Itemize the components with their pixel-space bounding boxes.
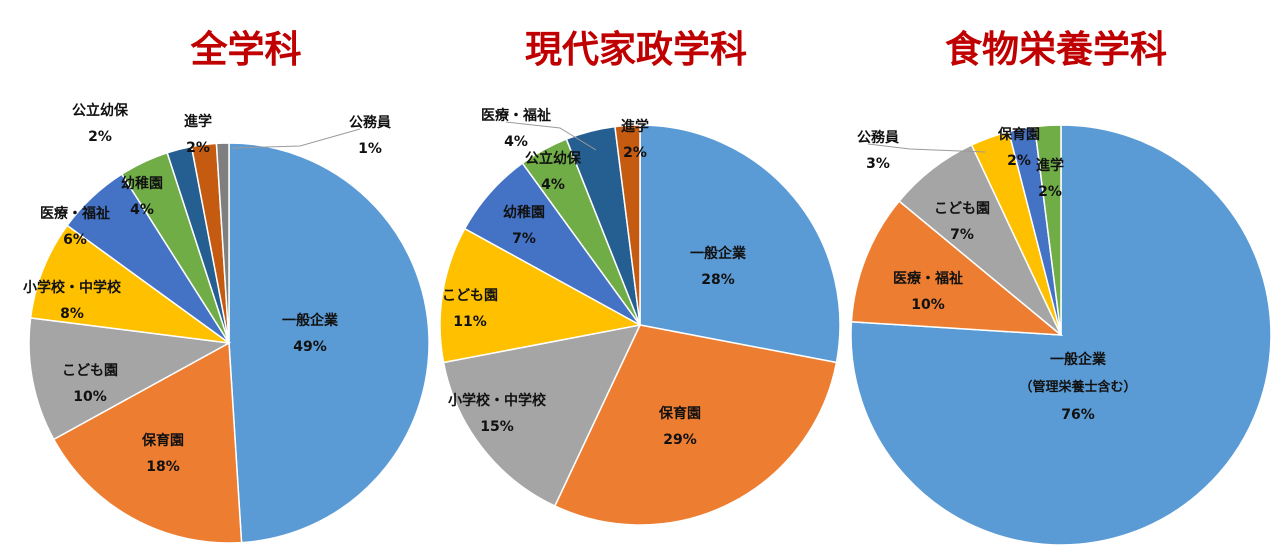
pie-slice [28, 317, 232, 441]
slice-name-label: 保育園 [141, 432, 184, 449]
slice-name-label: 小学校・中学校 [448, 392, 547, 409]
pie-slice [850, 200, 1064, 336]
slice-value-label: 76% [1061, 407, 1095, 423]
pie-title: 現代家政学科 [525, 28, 747, 71]
slice-value-label: 7% [512, 231, 536, 247]
slice-name-label: 医療・福祉 [893, 270, 963, 287]
pie-slice [52, 341, 243, 544]
slice-value-label: 6% [63, 232, 87, 248]
slice-name-label: 公務員 [349, 114, 391, 131]
leader-line [867, 143, 986, 153]
slice-name-label: 進学 [184, 113, 212, 130]
slice-name-label: 公立幼保 [72, 102, 129, 119]
pie-slice [850, 124, 1272, 546]
slice-value-label: 2% [1007, 153, 1031, 169]
slice-value-label: 11% [453, 314, 487, 330]
pie-slice [639, 124, 841, 364]
slice-value-label: 15% [480, 419, 514, 435]
slice-value-label: 2% [88, 129, 112, 145]
slice-name-label: 小学校・中学校 [23, 279, 122, 296]
pie-slice [29, 224, 230, 344]
slice-name-label: 保育園 [997, 126, 1040, 143]
slice-name-label: 保育園 [658, 405, 701, 422]
slice-value-label: 4% [504, 134, 528, 150]
slice-name-label: こども園 [62, 363, 118, 379]
slice-value-label: 2% [186, 140, 210, 156]
slice-name-label: 進学 [621, 118, 649, 135]
slice-name-label: 公務員 [857, 129, 899, 146]
slice-value-label: 4% [541, 177, 565, 193]
slice-name-label: こども園 [442, 288, 498, 304]
slice-note-label: （管理栄養士含む） [1019, 379, 1136, 395]
leader-line [231, 128, 361, 149]
pie-title: 全学科 [190, 28, 302, 71]
slice-value-label: 10% [911, 297, 945, 313]
slice-name-label: 医療・福祉 [481, 107, 551, 124]
slice-value-label: 7% [950, 227, 974, 243]
pie-slice [439, 227, 643, 364]
slice-value-label: 8% [60, 306, 84, 322]
slice-name-label: 公立幼保 [525, 150, 582, 167]
slice-name-label: こども園 [934, 201, 990, 217]
slice-value-label: 10% [73, 389, 107, 405]
pie-slice [442, 323, 642, 507]
pie-slice [614, 124, 641, 326]
slice-value-label: 1% [358, 141, 382, 157]
pie-slice [1033, 124, 1062, 336]
slice-name-label: 一般企業 [1050, 351, 1107, 368]
slice-value-label: 3% [866, 156, 890, 172]
slice-name-label: 一般企業 [282, 312, 339, 329]
slice-value-label: 2% [1038, 184, 1062, 200]
slice-value-label: 28% [701, 272, 735, 288]
slice-value-label: 29% [663, 432, 697, 448]
leader-line [505, 121, 597, 151]
slice-name-label: 幼稚園 [503, 204, 545, 221]
slice-name-label: 幼稚園 [121, 175, 163, 192]
slice-name-label: 一般企業 [690, 245, 747, 262]
slice-name-label: 進学 [1036, 157, 1064, 174]
slice-value-label: 2% [623, 145, 647, 161]
slice-name-label: 医療・福祉 [40, 205, 110, 222]
slice-value-label: 18% [146, 459, 180, 475]
pie-slice [553, 324, 838, 526]
pie-slice [215, 142, 230, 344]
pie-title: 食物栄養学科 [945, 28, 1167, 71]
pie-slice [228, 142, 430, 544]
slice-value-label: 49% [293, 339, 327, 355]
slice-value-label: 4% [130, 202, 154, 218]
